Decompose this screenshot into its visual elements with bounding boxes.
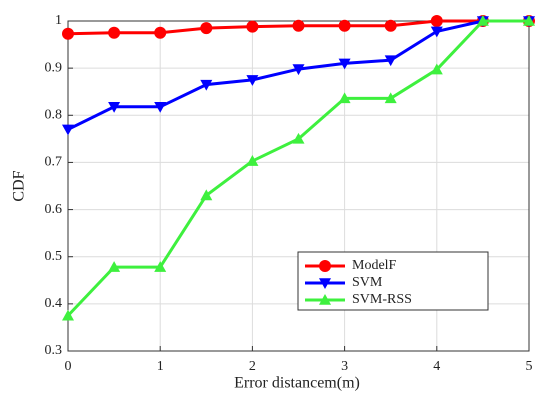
marker xyxy=(246,75,259,86)
marker xyxy=(200,79,213,91)
marker xyxy=(430,26,443,38)
marker xyxy=(62,27,74,40)
x-tick-label: 5 xyxy=(526,359,533,374)
y-tick-label: 0.3 xyxy=(45,343,63,358)
x-tick-label: 3 xyxy=(341,359,348,374)
marker xyxy=(292,132,305,144)
marker xyxy=(384,92,397,104)
marker xyxy=(430,63,443,75)
marker xyxy=(200,22,213,35)
x-axis-label: Error distancem(m) xyxy=(234,375,360,392)
marker xyxy=(154,261,167,272)
marker xyxy=(246,155,259,166)
legend: ModelF SVM SVM-RSS xyxy=(297,251,489,311)
marker xyxy=(154,102,167,113)
marker xyxy=(200,189,213,201)
marker xyxy=(62,309,74,321)
legend-label: ModelF xyxy=(352,258,397,273)
marker xyxy=(319,260,331,272)
marker xyxy=(108,26,121,39)
x-tick-label: 0 xyxy=(65,359,72,374)
marker xyxy=(430,15,443,27)
y-tick-label: 1 xyxy=(55,13,62,28)
marker xyxy=(319,294,331,305)
x-tick-label: 1 xyxy=(157,359,164,374)
y-tick-label: 0.9 xyxy=(45,60,63,75)
x-tick-label: 2 xyxy=(249,359,256,374)
marker xyxy=(62,124,74,136)
marker xyxy=(108,261,121,272)
marker xyxy=(246,20,259,33)
marker xyxy=(384,19,397,32)
y-tick-label: 0.7 xyxy=(45,155,63,170)
y-tick-label: 0.5 xyxy=(45,249,63,264)
legend-label: SVM-RSS xyxy=(352,292,412,307)
marker xyxy=(384,55,397,67)
marker xyxy=(108,102,121,113)
marker xyxy=(154,26,167,39)
marker xyxy=(338,19,351,32)
y-tick-label: 0.6 xyxy=(45,202,63,217)
marker xyxy=(338,92,351,104)
x-tick-label: 4 xyxy=(433,359,440,374)
y-tick-label: 0.4 xyxy=(45,296,63,311)
y-axis-label: CDF xyxy=(11,170,28,201)
series-line xyxy=(67,19,529,131)
marker xyxy=(476,15,489,26)
marker xyxy=(292,19,305,32)
legend-label: SVM xyxy=(352,275,383,290)
marker xyxy=(292,64,305,76)
y-tick-label: 0.8 xyxy=(45,108,63,123)
marker xyxy=(319,278,331,289)
marker xyxy=(523,15,535,26)
marker xyxy=(338,58,351,70)
